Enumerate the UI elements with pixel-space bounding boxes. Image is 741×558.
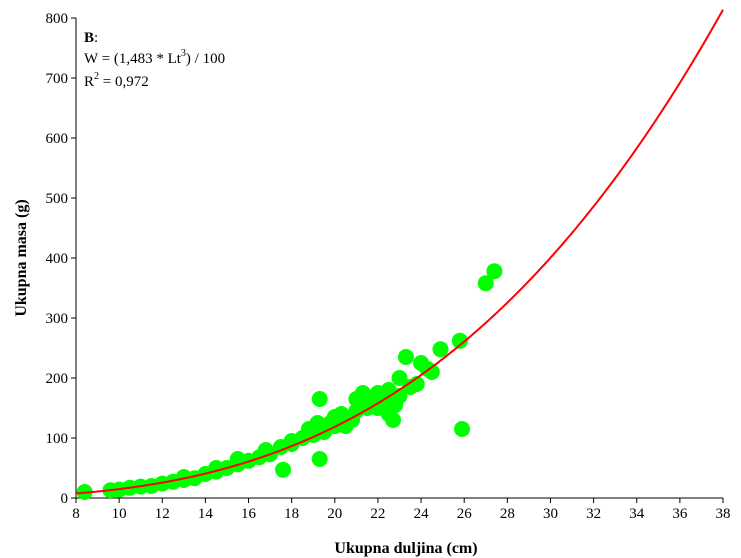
x-tick-label: 30	[543, 506, 558, 522]
x-tick-label: 32	[586, 506, 601, 522]
y-tick-label: 100	[46, 431, 69, 447]
panel-suffix: :	[94, 30, 98, 46]
x-tick-label: 12	[155, 506, 170, 522]
r2-prefix: R	[84, 74, 94, 90]
annotation-block: B: W = (1,483 * Lt3) / 100 R2 = 0,972	[84, 30, 225, 90]
data-point	[454, 421, 471, 437]
data-point	[391, 370, 408, 386]
data-point	[311, 451, 328, 467]
svg-text:B:: B:	[84, 30, 98, 46]
equation-exponent: 3	[181, 48, 186, 59]
x-tick-label: 26	[457, 506, 473, 522]
x-tick-label: 20	[327, 506, 342, 522]
x-tick-label: 24	[414, 506, 430, 522]
y-tick-label: 800	[46, 11, 69, 27]
x-tick-label: 10	[112, 506, 127, 522]
panel-letter: B	[84, 30, 94, 46]
equation-label: W = (1,483 * Lt3) / 100	[84, 48, 225, 67]
data-point	[385, 412, 402, 428]
fit-curve	[75, 9, 724, 495]
x-tick-label: 18	[284, 506, 299, 522]
data-point	[423, 364, 440, 380]
x-tick-label: 22	[370, 506, 385, 522]
r2-exponent: 2	[94, 71, 99, 82]
y-tick-label: 500	[46, 191, 69, 207]
x-tick-label: 36	[672, 506, 688, 522]
data-point	[354, 385, 371, 401]
y-tick-label: 0	[61, 491, 69, 507]
data-point	[432, 341, 449, 358]
r2-suffix: = 0,972	[99, 74, 149, 90]
data-point	[397, 349, 414, 365]
y-axis-title: Ukupna masa (g)	[13, 199, 30, 316]
data-point	[486, 263, 503, 280]
equation-suffix: ) / 100	[186, 51, 225, 67]
y-tick-label: 400	[46, 251, 69, 267]
x-tick-label: 38	[716, 506, 731, 522]
y-tick-label: 300	[46, 311, 69, 327]
data-point	[451, 332, 468, 349]
x-axis-title: Ukupna duljina (cm)	[334, 540, 477, 557]
data-points	[76, 263, 503, 500]
equation-prefix: W = (1,483 * Lt	[84, 51, 182, 67]
x-tick-label: 16	[241, 506, 257, 522]
data-point	[275, 461, 292, 478]
data-point	[311, 391, 328, 407]
data-point	[477, 275, 494, 292]
y-tick-label: 700	[46, 71, 69, 87]
r-squared-label: R2 = 0,972	[84, 71, 149, 90]
x-tick-label: 34	[629, 506, 645, 522]
x-tick-label: 14	[198, 506, 214, 522]
y-tick-label: 600	[46, 131, 69, 147]
x-tick-label: 28	[500, 506, 515, 522]
y-tick-label: 200	[46, 371, 69, 387]
x-tick-label: 8	[72, 506, 80, 522]
